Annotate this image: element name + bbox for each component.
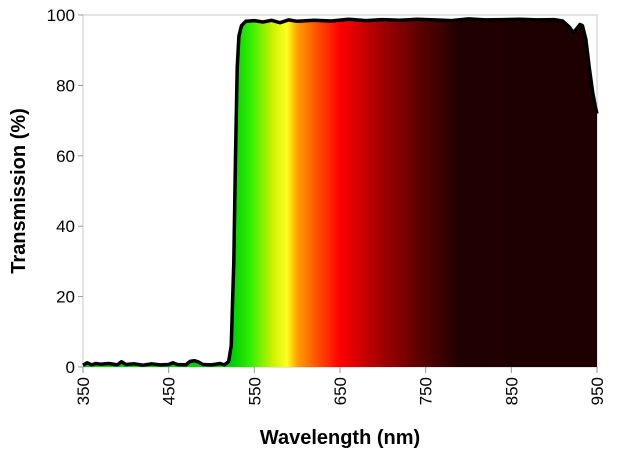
transmission-curve xyxy=(82,17,599,367)
x-axis-label: Wavelength (nm) xyxy=(260,427,420,449)
x-tick-label: 850 xyxy=(502,377,521,405)
x-tick-label: 550 xyxy=(245,377,264,405)
x-tick-label: 950 xyxy=(588,377,607,405)
y-tick-label: 80 xyxy=(56,76,75,95)
x-tick-label: 750 xyxy=(417,377,436,405)
y-axis-label: Transmission (%) xyxy=(8,108,30,274)
y-tick-label: 20 xyxy=(56,288,75,307)
x-tick-label: 450 xyxy=(160,377,179,405)
y-tick-label: 60 xyxy=(56,147,75,166)
y-tick-label: 0 xyxy=(66,358,75,377)
y-tick-label: 100 xyxy=(47,6,75,25)
x-tick-label: 350 xyxy=(74,377,93,405)
x-tick-label: 650 xyxy=(331,377,350,405)
y-tick-label: 40 xyxy=(56,217,75,236)
